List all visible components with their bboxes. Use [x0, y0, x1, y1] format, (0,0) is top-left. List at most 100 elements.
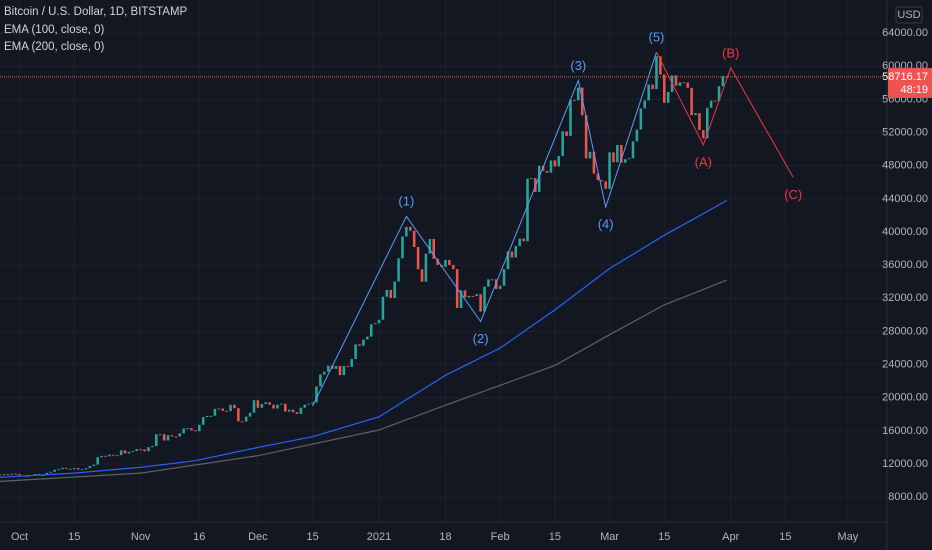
candle: [405, 226, 408, 237]
candle: [381, 296, 385, 320]
candle: [553, 160, 557, 167]
candle: [112, 454, 115, 456]
candle: [549, 160, 553, 173]
candle: [366, 336, 369, 340]
wave-label: (5): [649, 30, 665, 45]
candle: [201, 417, 205, 425]
candle: [401, 236, 404, 259]
candle: [139, 449, 142, 451]
x-tick-label: Nov: [131, 531, 151, 543]
candle: [639, 108, 643, 130]
x-tick-label: 16: [193, 531, 205, 543]
candle: [119, 450, 123, 456]
candle: [506, 251, 510, 270]
candle: [92, 464, 96, 467]
candle: [666, 91, 670, 103]
candle: [221, 408, 224, 411]
candle: [323, 371, 326, 375]
candle: [342, 365, 346, 376]
candle: [115, 455, 119, 457]
candle: [72, 468, 76, 470]
candle: [127, 451, 131, 454]
candle: [604, 181, 607, 189]
candle: [428, 239, 432, 254]
x-tick-label: 15: [779, 531, 791, 543]
candle: [690, 87, 693, 116]
candle: [362, 339, 365, 346]
candle: [393, 281, 396, 299]
candle: [88, 466, 92, 469]
candle: [705, 107, 709, 139]
candle: [643, 100, 647, 109]
candle: [260, 404, 264, 408]
y-tick-label: 12000.00: [882, 458, 928, 470]
candle: [315, 386, 318, 403]
candle: [498, 285, 502, 290]
y-tick-label: 28000.00: [882, 325, 928, 337]
candle: [143, 449, 146, 452]
candle: [592, 151, 596, 174]
candle: [389, 290, 393, 299]
candle: [33, 474, 37, 476]
candle: [303, 404, 307, 408]
candle: [311, 402, 314, 404]
y-tick-label: 32000.00: [882, 292, 928, 304]
candle: [276, 404, 279, 409]
candle: [291, 409, 295, 413]
candle: [123, 450, 127, 454]
currency-box[interactable]: [895, 6, 923, 24]
candle: [272, 404, 275, 409]
wave-label: (4): [598, 217, 614, 232]
candle: [631, 141, 635, 159]
candle: [338, 366, 342, 376]
candle: [57, 469, 60, 471]
x-tick-label: May: [838, 531, 859, 543]
y-tick-label: 20000.00: [882, 392, 928, 404]
candle: [409, 226, 412, 231]
candle: [252, 400, 256, 413]
y-tick-label: 40000.00: [882, 226, 928, 238]
candle: [147, 447, 150, 452]
candle: [0, 474, 2, 476]
countdown-label: 48:19: [900, 84, 928, 96]
x-tick-label: Oct: [11, 531, 28, 543]
candle: [616, 145, 619, 163]
candle: [698, 113, 701, 131]
candle: [155, 434, 158, 447]
candle: [2, 474, 6, 476]
candle: [213, 408, 217, 416]
y-tick-label: 48000.00: [882, 160, 928, 172]
candle: [713, 100, 717, 102]
candle: [225, 410, 228, 412]
candle: [534, 178, 537, 192]
currency: USD: [897, 9, 920, 21]
candle: [663, 74, 666, 103]
candle: [194, 430, 197, 432]
candle: [373, 323, 377, 325]
candle: [471, 295, 475, 297]
candle: [487, 279, 490, 287]
candle: [459, 290, 463, 308]
candle: [620, 145, 623, 163]
candle: [569, 99, 572, 136]
candle: [158, 434, 162, 436]
candle: [600, 180, 604, 182]
candle: [80, 469, 84, 471]
candle: [545, 170, 549, 173]
candle: [420, 269, 424, 282]
candle: [518, 238, 521, 247]
candle: [350, 359, 353, 367]
candle: [369, 324, 373, 337]
x-tick-label: 15: [549, 531, 561, 543]
candle: [721, 76, 725, 87]
candle: [41, 475, 45, 477]
candle: [135, 449, 139, 452]
candle: [565, 131, 568, 136]
candle: [104, 455, 107, 457]
candle: [385, 290, 389, 297]
candle: [166, 435, 170, 441]
x-tick-label: 15: [68, 531, 80, 543]
candle: [514, 246, 518, 258]
candle: [256, 400, 260, 408]
